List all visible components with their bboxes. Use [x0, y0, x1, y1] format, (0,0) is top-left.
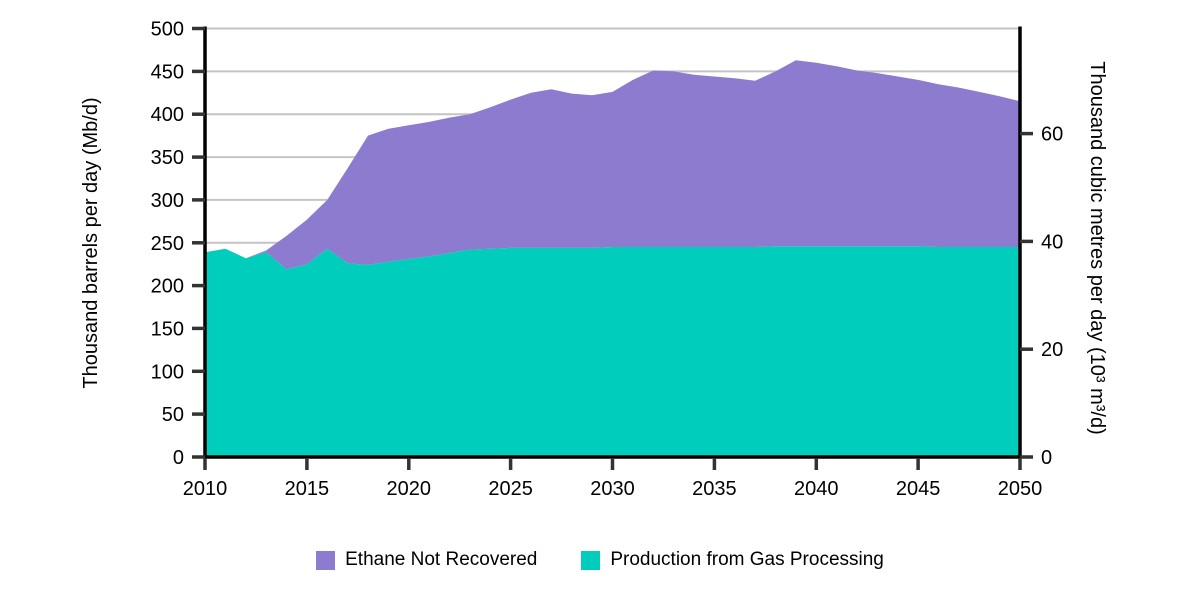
legend-swatch-production-from-gas-processing	[581, 550, 601, 570]
right-axis-tick-label: 0	[1041, 447, 1052, 469]
legend-swatch-ethane-not-recovered	[316, 550, 336, 570]
right-axis-tick-label: 20	[1041, 339, 1063, 361]
left-axis-tick-label: 500	[151, 19, 184, 41]
x-axis-tick-label: 2025	[488, 478, 533, 500]
area-ethane-not-recovered	[205, 60, 1020, 270]
left-axis-tick-label: 100	[151, 361, 184, 383]
left-axis-tick-label: 50	[162, 404, 184, 426]
legend: Ethane Not Recovered Production from Gas…	[0, 549, 1200, 571]
left-axis-tick-label: 0	[173, 447, 184, 469]
left-axis-tick-label: 450	[151, 61, 184, 83]
x-axis-tick-label: 2040	[794, 478, 839, 500]
left-axis-tick-label: 400	[151, 104, 184, 126]
left-axis-tick-label: 150	[151, 318, 184, 340]
right-axis-tick-label: 40	[1041, 231, 1063, 253]
area-production-from-gas-processing	[205, 246, 1020, 457]
legend-label-production-from-gas-processing: Production from Gas Processing	[610, 549, 884, 570]
x-axis-tick-label: 2035	[692, 478, 737, 500]
left-axis-tick-label: 300	[151, 190, 184, 212]
x-axis-tick-label: 2030	[590, 478, 635, 500]
left-axis-title: Thousand barrels per day (Mb/d)	[80, 97, 102, 388]
right-axis-title: Thousand cubic metres per day (10³ m³/d)	[1086, 61, 1108, 435]
left-axis-tick-label: 200	[151, 276, 184, 298]
x-axis-tick-label: 2050	[998, 478, 1043, 500]
left-axis-tick-label: 250	[151, 233, 184, 255]
right-axis-tick-label: 60	[1041, 124, 1063, 146]
x-axis-tick-label: 2045	[896, 478, 941, 500]
x-axis-tick-label: 2010	[183, 478, 228, 500]
x-axis-tick-label: 2015	[285, 478, 330, 500]
legend-item-production-from-gas-processing: Production from Gas Processing	[581, 549, 884, 571]
x-axis-tick-label: 2020	[387, 478, 432, 500]
legend-label-ethane-not-recovered: Ethane Not Recovered	[345, 549, 538, 570]
left-axis-tick-label: 350	[151, 147, 184, 169]
legend-item-ethane-not-recovered: Ethane Not Recovered	[316, 549, 537, 571]
